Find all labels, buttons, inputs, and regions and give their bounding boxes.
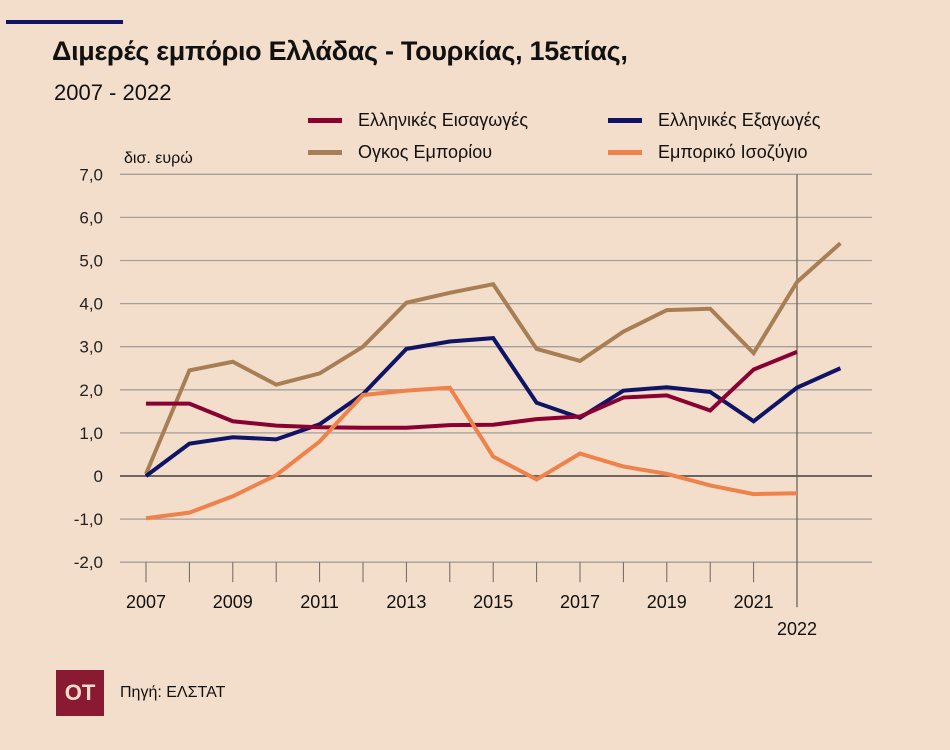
legend-swatch: [608, 150, 642, 155]
legend-swatch: [308, 118, 342, 123]
legend-exports: Ελληνικές Εξαγωγές: [608, 110, 820, 131]
y-tick-label: -2,0: [74, 553, 103, 572]
chart-title: Διμερές εμπόριο Ελλάδας - Τουρκίας, 15ετ…: [52, 36, 628, 66]
y-tick-label: 0: [94, 467, 103, 486]
y-tick-label: 2,0: [79, 381, 103, 400]
legend-label: Εμπορικό Ισοζύγιο: [658, 142, 808, 162]
y-axis-unit: δισ. ευρώ: [124, 150, 193, 167]
y-tick-label: -1,0: [74, 510, 103, 529]
legend-swatch: [308, 150, 342, 155]
legend-balance: Εμπορικό Ισοζύγιο: [608, 142, 808, 163]
x-tick-label: 2007: [126, 592, 166, 612]
x-tick-label: 2015: [473, 592, 513, 612]
y-tick-label: 3,0: [79, 338, 103, 357]
y-tick-label: 4,0: [79, 295, 103, 314]
x-tick-label: 2009: [213, 592, 253, 612]
x-tick-label: 2021: [734, 592, 774, 612]
series-line-3: [145, 385, 798, 521]
x-tick-label: 2022: [777, 619, 817, 639]
accent-bar: [6, 20, 123, 24]
legend-imports: Ελληνικές Εισαγωγές: [308, 110, 528, 131]
chart-subtitle: 2007 - 2022: [54, 80, 172, 105]
legend-label: Ογκος Εμπορίου: [358, 142, 493, 162]
x-tick-label: 2017: [560, 592, 600, 612]
x-tick-label: 2019: [647, 592, 687, 612]
legend-swatch: [608, 118, 642, 123]
y-tick-label: 6,0: [79, 208, 103, 227]
x-tick-label: 2011: [300, 592, 339, 612]
legend-volume: Ογκος Εμπορίου: [308, 142, 492, 163]
y-tick-label: 7,0: [79, 165, 103, 184]
source-note: Πηγή: ΕΛΣΤΑΤ: [120, 684, 226, 701]
legend-label: Ελληνικές Εισαγωγές: [358, 110, 528, 130]
publisher-logo: ΟΤ: [56, 670, 104, 716]
y-tick-label: 1,0: [79, 424, 103, 443]
x-tick-label: 2013: [386, 592, 426, 612]
legend-label: Ελληνικές Εξαγωγές: [658, 110, 821, 130]
y-tick-label: 5,0: [79, 252, 103, 271]
